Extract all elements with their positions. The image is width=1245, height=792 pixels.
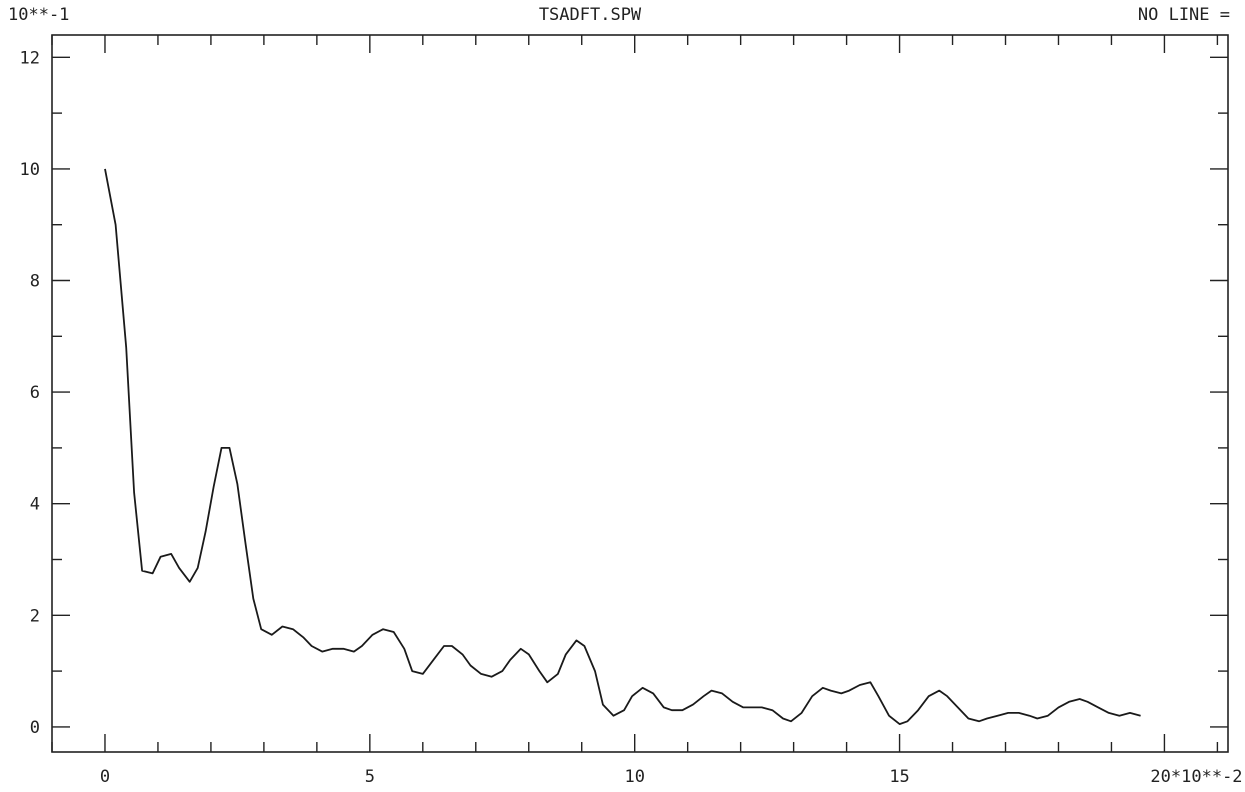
spectrum-line bbox=[104, 168, 1141, 725]
x-tick-label: 10 bbox=[624, 767, 644, 787]
y-tick-label: 4 bbox=[30, 495, 40, 515]
y-tick-label: 10 bbox=[20, 160, 40, 180]
axis-tick-labels: 0 5 10 15 20*10**-2 0 2 4 6 8 10 12 bbox=[20, 48, 1243, 787]
axis-ticks bbox=[51, 35, 1228, 752]
y-tick-label: 0 bbox=[30, 718, 40, 738]
x-tick-label: 20*10**-2 bbox=[1150, 767, 1242, 787]
x-tick-label: 5 bbox=[365, 767, 375, 787]
y-tick-label: 12 bbox=[20, 48, 40, 68]
y-tick-label: 2 bbox=[30, 606, 40, 626]
x-tick-label: 15 bbox=[889, 767, 909, 787]
plot-frame bbox=[51, 34, 1229, 753]
y-tick-label: 6 bbox=[30, 383, 40, 403]
y-scale-label: 10**-1 bbox=[8, 5, 69, 25]
x-tick-label: 0 bbox=[100, 767, 110, 787]
line-counter-label: NO LINE = bbox=[1138, 5, 1230, 25]
chart-title: TSADFT.SPW bbox=[539, 5, 642, 25]
y-tick-label: 8 bbox=[30, 272, 40, 292]
